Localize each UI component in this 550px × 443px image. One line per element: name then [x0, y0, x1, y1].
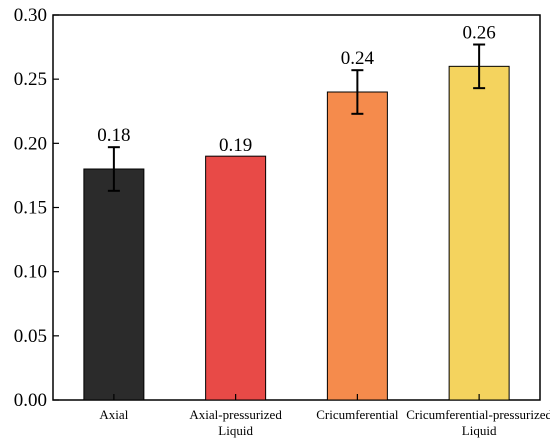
x-tick-label: Axial-pressurized — [189, 407, 282, 422]
data-label: 0.26 — [463, 23, 496, 44]
bar — [448, 65, 510, 401]
y-axis: 0.00 0.05 0.10 0.15 0.20 0.25 0.30 — [14, 5, 59, 411]
y-tick-label: 0.00 — [14, 390, 47, 411]
y-tick-label: 0.10 — [14, 262, 47, 283]
error-bar — [351, 69, 364, 115]
y-tick-label: 0.20 — [14, 133, 47, 154]
x-tick-label: Cricumferential-pressurized — [406, 407, 550, 422]
data-label: 0.18 — [97, 125, 130, 146]
bars — [83, 65, 510, 401]
y-tick-label: 0.30 — [14, 5, 47, 26]
bar — [326, 91, 388, 401]
bar — [205, 155, 267, 401]
y-tick-label: 0.25 — [14, 69, 47, 90]
x-axis: Axial Axial-pressurizedLiquidCricumferent… — [99, 394, 550, 438]
y-tick-label: 0.15 — [14, 198, 47, 219]
data-labels: 0.18 0.19 0.24 0.26 — [97, 23, 496, 157]
x-tick-label: Liquid — [218, 423, 253, 438]
y-tick-label: 0.05 — [14, 326, 47, 347]
bar — [83, 168, 145, 401]
data-label: 0.19 — [219, 135, 252, 156]
x-tick-label: Cricumferential — [316, 407, 399, 422]
x-tick-label: Liquid — [462, 423, 497, 438]
error-bar — [473, 43, 486, 90]
error-bars — [107, 43, 486, 192]
error-bar — [107, 146, 120, 192]
data-label: 0.24 — [341, 48, 375, 69]
x-tick-label: Axial — [99, 407, 128, 422]
